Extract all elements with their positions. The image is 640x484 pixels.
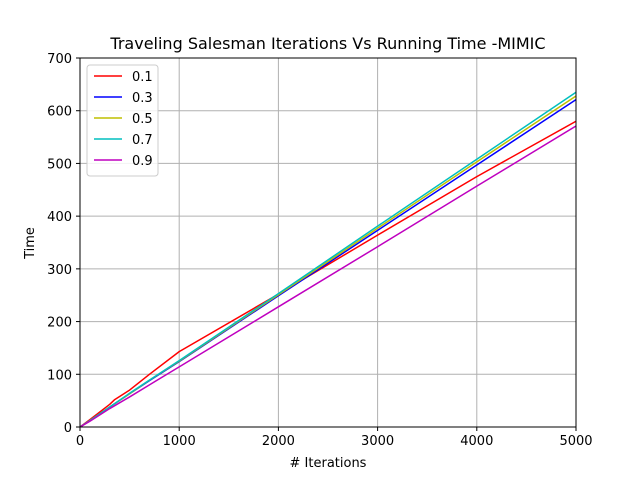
y-tick-label: 200 bbox=[47, 316, 72, 331]
x-tick-label: 3000 bbox=[361, 434, 394, 449]
legend: 0.1 0.3 0.5 0.7 0.9 bbox=[86, 64, 159, 177]
y-axis-label: Time bbox=[23, 227, 38, 260]
y-tick-label: 700 bbox=[47, 52, 72, 67]
legend-label: 0.9 bbox=[132, 154, 153, 169]
plot-frame bbox=[79, 57, 577, 428]
legend-label: 0.1 bbox=[132, 70, 153, 85]
y-tick-label: 600 bbox=[47, 105, 72, 120]
legend-box bbox=[86, 64, 159, 177]
y-tick-label: 100 bbox=[47, 368, 72, 383]
y-tick-label: 0 bbox=[64, 421, 72, 436]
x-tick-label: 4000 bbox=[460, 434, 493, 449]
series-lines bbox=[79, 91, 577, 428]
legend-label: 0.7 bbox=[132, 133, 153, 148]
legend-label: 0.3 bbox=[132, 91, 153, 106]
y-tick-label: 400 bbox=[47, 210, 72, 225]
series-line-0-9 bbox=[79, 125, 577, 428]
x-tick-label: 0 bbox=[76, 434, 84, 449]
x-tick-label: 5000 bbox=[559, 434, 592, 449]
x-tick-label: 1000 bbox=[163, 434, 196, 449]
series-line-0-1 bbox=[79, 120, 577, 428]
chart-title: Traveling Salesman Iterations Vs Running… bbox=[109, 34, 545, 53]
x-tick-label: 2000 bbox=[262, 434, 295, 449]
x-axis-label: # Iterations bbox=[290, 456, 367, 471]
y-tick-label: 500 bbox=[47, 157, 72, 172]
axis-ticks: 0 1000 2000 3000 4000 5000 0 100 200 300 400 500 600… bbox=[47, 52, 592, 449]
y-tick-label: 300 bbox=[47, 263, 72, 278]
series-line-0-7 bbox=[79, 91, 577, 428]
legend-label: 0.5 bbox=[132, 112, 153, 127]
